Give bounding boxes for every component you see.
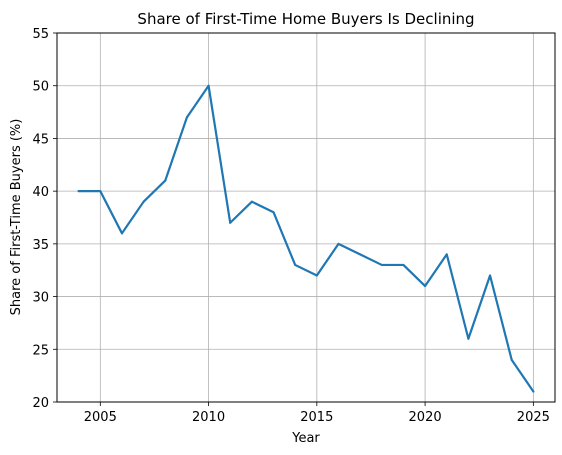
data-point <box>380 263 383 266</box>
plot-frame <box>56 32 556 403</box>
data-point <box>164 179 167 182</box>
data-point <box>207 84 210 87</box>
x-tick-label: 2005 <box>84 410 117 425</box>
data-point <box>185 116 188 119</box>
data-point <box>77 190 80 193</box>
data-point <box>445 253 448 256</box>
y-tick-label: 45 <box>32 132 49 147</box>
data-point <box>532 390 535 393</box>
y-tick-label: 25 <box>32 343 49 358</box>
data-point <box>489 274 492 277</box>
y-tick-label: 50 <box>32 80 49 95</box>
x-tick-label: 2010 <box>192 410 225 425</box>
x-tick-label: 2025 <box>517 410 550 425</box>
data-point <box>229 221 232 224</box>
x-tick-label: 2015 <box>300 410 333 425</box>
data-point <box>250 200 253 203</box>
data-point <box>402 263 405 266</box>
x-axis-ticks: 2005 2010 2015 2020 2025 <box>84 402 550 425</box>
y-tick-label: 55 <box>32 27 49 42</box>
y-axis-ticks: 20 25 30 35 40 45 50 55 <box>32 27 57 411</box>
data-point <box>272 211 275 214</box>
data-point <box>424 285 427 288</box>
x-tick-label: 2020 <box>409 410 442 425</box>
data-point <box>142 200 145 203</box>
chart-title: Share of First-Time Home Buyers Is Decli… <box>137 10 474 28</box>
data-point <box>337 242 340 245</box>
data-point <box>120 232 123 235</box>
y-tick-label: 30 <box>32 291 49 306</box>
y-tick-label: 20 <box>32 396 49 411</box>
data-point <box>99 190 102 193</box>
data-point <box>294 263 297 266</box>
x-axis-title: Year <box>291 431 320 446</box>
data-point <box>315 274 318 277</box>
data-point <box>510 358 513 361</box>
series-lines <box>77 84 535 393</box>
data-point <box>467 337 470 340</box>
data-point <box>359 253 362 256</box>
series-line <box>77 84 535 393</box>
y-axis-title: Share of First-Time Buyers (%) <box>9 119 24 316</box>
y-tick-label: 40 <box>32 185 49 200</box>
y-tick-label: 35 <box>32 238 49 253</box>
